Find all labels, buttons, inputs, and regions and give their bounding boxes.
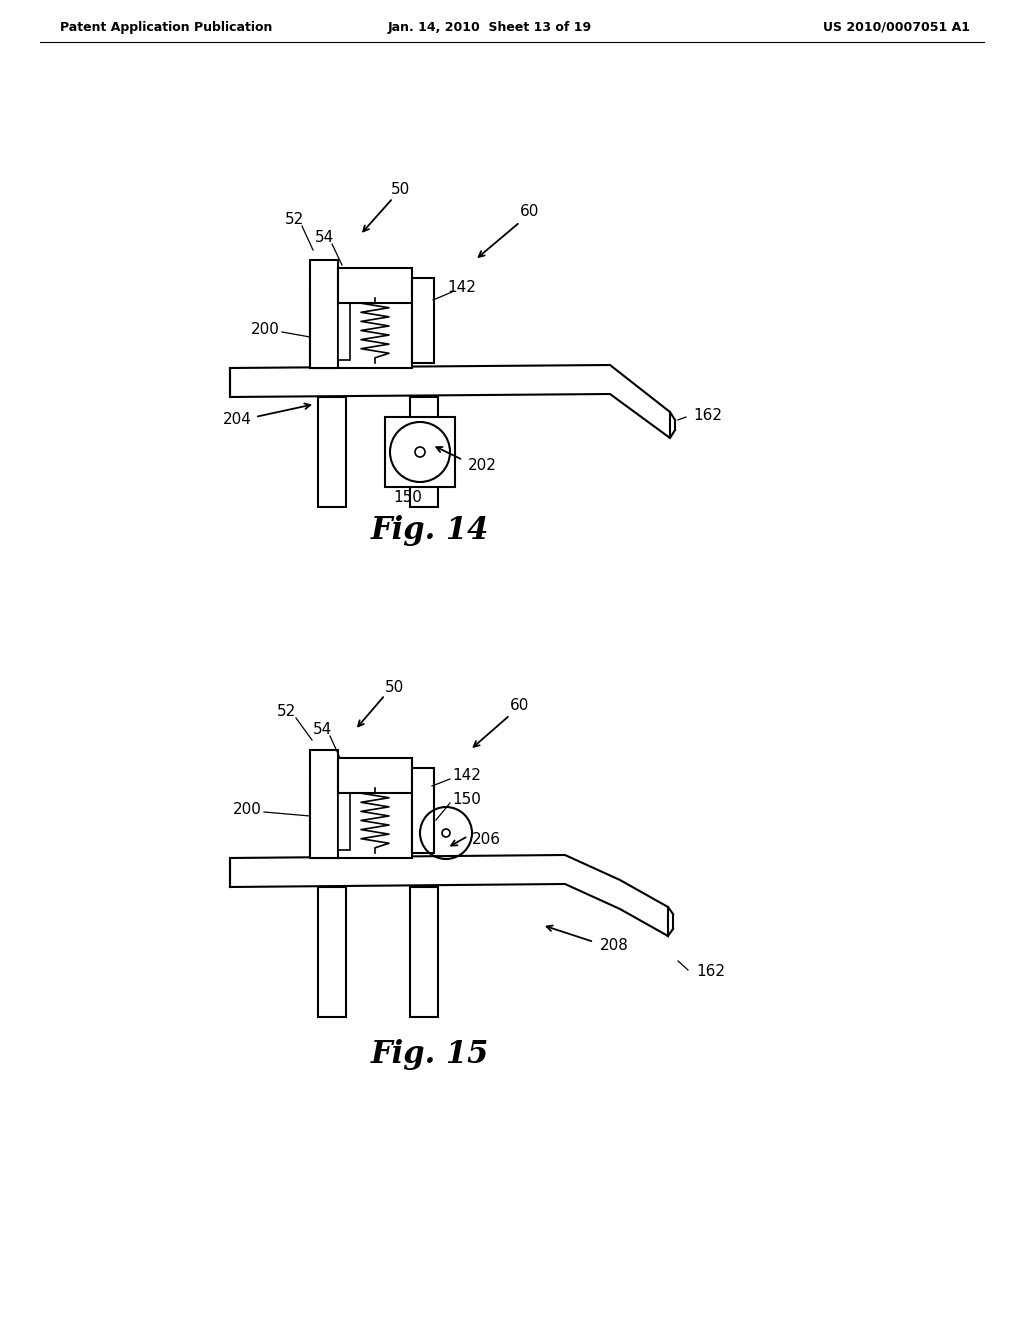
Bar xyxy=(412,768,434,853)
Bar xyxy=(410,397,438,507)
Text: 162: 162 xyxy=(693,408,722,422)
Text: 50: 50 xyxy=(385,681,404,696)
Bar xyxy=(412,279,434,363)
Text: 54: 54 xyxy=(312,722,332,738)
Polygon shape xyxy=(230,855,668,936)
Bar xyxy=(310,783,412,858)
Text: Patent Application Publication: Patent Application Publication xyxy=(60,21,272,33)
Bar xyxy=(310,750,338,858)
Text: 60: 60 xyxy=(520,205,540,219)
Text: 60: 60 xyxy=(510,698,529,714)
Bar xyxy=(310,260,338,368)
Text: 142: 142 xyxy=(447,281,476,296)
Text: 202: 202 xyxy=(468,458,497,473)
Text: Jan. 14, 2010  Sheet 13 of 19: Jan. 14, 2010 Sheet 13 of 19 xyxy=(388,21,592,33)
Text: 208: 208 xyxy=(600,937,629,953)
Text: 204: 204 xyxy=(223,412,252,428)
Text: 50: 50 xyxy=(390,182,410,198)
Bar xyxy=(410,887,438,1016)
Text: 54: 54 xyxy=(315,231,335,246)
Text: Fig. 14: Fig. 14 xyxy=(371,515,489,545)
Text: 200: 200 xyxy=(251,322,280,338)
Text: 200: 200 xyxy=(233,803,262,817)
Text: 52: 52 xyxy=(286,213,304,227)
Bar xyxy=(338,791,350,850)
Bar xyxy=(338,301,350,360)
Text: 150: 150 xyxy=(393,491,423,506)
Bar xyxy=(318,887,346,1016)
Bar xyxy=(310,293,412,368)
Text: 206: 206 xyxy=(472,833,501,847)
Bar xyxy=(318,397,346,507)
Text: 52: 52 xyxy=(278,705,297,719)
Text: Fig. 15: Fig. 15 xyxy=(371,1040,489,1071)
Text: 150: 150 xyxy=(452,792,481,808)
Text: 162: 162 xyxy=(696,965,725,979)
Bar xyxy=(338,268,412,304)
Bar xyxy=(385,417,455,487)
Polygon shape xyxy=(230,366,670,438)
Text: US 2010/0007051 A1: US 2010/0007051 A1 xyxy=(823,21,970,33)
Text: 142: 142 xyxy=(452,768,481,784)
Bar xyxy=(338,758,412,793)
